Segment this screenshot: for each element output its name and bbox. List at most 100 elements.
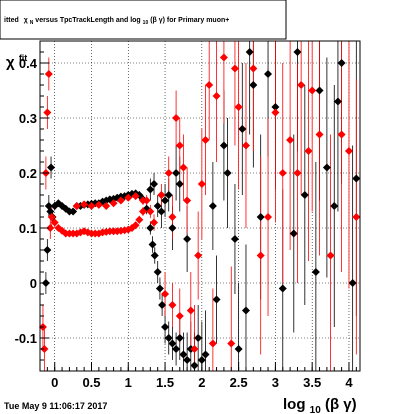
marker-s0-80 bbox=[219, 141, 228, 150]
marker-s0-35 bbox=[153, 268, 162, 276]
marker-s0-76 bbox=[330, 202, 339, 210]
marker-s0-32 bbox=[146, 224, 155, 232]
marker-s1-60 bbox=[227, 339, 236, 348]
marker-s1-69 bbox=[297, 81, 306, 89]
x-tick-label-8: 4 bbox=[345, 375, 353, 390]
marker-s1-48 bbox=[172, 114, 181, 122]
marker-s1-59 bbox=[219, 53, 228, 62]
marker-s1-6 bbox=[47, 213, 56, 221]
x-tick-label-5: 2.5 bbox=[230, 375, 248, 390]
marker-s0-72 bbox=[300, 191, 309, 199]
marker-s0-55 bbox=[164, 191, 173, 199]
x-axis-title-sub: 10 bbox=[310, 405, 322, 414]
y-tick-label-2: 0.1 bbox=[19, 221, 37, 236]
marker-s1-37 bbox=[87, 202, 96, 210]
x-tick-labels: 0 0.5 1 1.5 2 2.5 3 3.5 4 bbox=[51, 375, 353, 390]
marker-s1-45 bbox=[157, 191, 166, 199]
marker-s0-79 bbox=[352, 174, 361, 183]
y-tick-label-4: 0.3 bbox=[19, 111, 37, 126]
marker-s0-61 bbox=[223, 169, 232, 177]
y-axis-title: χ fit bbox=[6, 53, 27, 71]
title-tail: (β γ) for Primary muon+ bbox=[150, 17, 229, 24]
marker-s1-5 bbox=[46, 224, 55, 232]
y-axis-title-main: χ bbox=[6, 54, 15, 71]
y-tick-label-0: -0.1 bbox=[15, 331, 37, 346]
marker-s0-54 bbox=[161, 196, 170, 205]
marker-s1-72 bbox=[326, 251, 335, 260]
y-tick-label-3: 0.2 bbox=[19, 166, 37, 181]
marker-s0-59 bbox=[183, 235, 192, 243]
marker-s0-81 bbox=[208, 202, 217, 210]
x-tick-label-7: 3.5 bbox=[303, 375, 321, 390]
marker-s1-34 bbox=[150, 218, 159, 227]
marker-s0-44 bbox=[183, 356, 192, 364]
marker-s1-49 bbox=[175, 141, 184, 150]
marker-s1-79 bbox=[230, 64, 239, 73]
marker-s1-61 bbox=[234, 103, 243, 111]
marker-s1-55 bbox=[197, 180, 206, 188]
marker-s1-65 bbox=[264, 213, 273, 221]
marker-s1-31 bbox=[138, 207, 147, 216]
x-tick-label-6: 3 bbox=[272, 375, 279, 390]
marker-s1-4 bbox=[44, 70, 53, 78]
marker-s0-33 bbox=[148, 240, 157, 249]
marker-s1-52 bbox=[186, 306, 195, 315]
x-tick-label-3: 1.5 bbox=[156, 375, 174, 390]
marker-s0-63 bbox=[234, 345, 243, 353]
y-tick-label-5: 0.4 bbox=[19, 56, 38, 71]
marker-s0-38 bbox=[161, 323, 170, 331]
x-axis-title: log 10 (β γ) bbox=[283, 396, 357, 414]
marker-s0-67 bbox=[256, 213, 265, 221]
x-tick-label-2: 1 bbox=[125, 375, 132, 390]
chart-title: itted χ N versus TpcTrackLength and log … bbox=[4, 17, 229, 26]
marker-s1-54 bbox=[194, 251, 203, 260]
x-tick-label-0: 0 bbox=[51, 375, 58, 390]
marker-s0-69 bbox=[271, 103, 280, 111]
data-markers bbox=[38, 48, 361, 370]
marker-s0-84 bbox=[333, 97, 342, 106]
marker-s1-41 bbox=[116, 196, 125, 205]
x-axis-title-tail: (β γ) bbox=[325, 396, 357, 413]
marker-s1-77 bbox=[175, 312, 184, 320]
marker-s0-66 bbox=[249, 81, 258, 89]
marker-s1-80 bbox=[293, 169, 302, 177]
title-chi: χ bbox=[24, 17, 28, 24]
marker-s0-49 bbox=[201, 350, 210, 359]
marker-s1-46 bbox=[164, 169, 173, 177]
marker-s0-56 bbox=[168, 224, 177, 232]
marker-s0-50 bbox=[146, 185, 155, 194]
marker-s1-7 bbox=[50, 218, 59, 227]
marker-s1-36 bbox=[80, 200, 89, 209]
marker-s1-76 bbox=[168, 301, 177, 309]
x-axis-title-main: log bbox=[283, 396, 306, 413]
title-box bbox=[0, 0, 287, 40]
marker-s0-83 bbox=[293, 48, 302, 56]
marker-s0-75 bbox=[322, 163, 331, 172]
marker-s1-74 bbox=[344, 147, 353, 155]
marker-s0-1 bbox=[43, 246, 52, 254]
marker-s0-39 bbox=[164, 334, 173, 342]
marker-s0-48 bbox=[197, 356, 206, 364]
marker-s1-67 bbox=[278, 169, 287, 177]
y-axis-title-sub: fit bbox=[19, 53, 28, 63]
marker-s1-29 bbox=[131, 221, 140, 230]
x-tick-label-4: 2 bbox=[198, 375, 205, 390]
marker-s0-57 bbox=[172, 169, 181, 177]
marker-s0-65 bbox=[241, 306, 250, 315]
marker-s0-78 bbox=[348, 279, 357, 287]
marker-s1-33 bbox=[146, 207, 155, 216]
marker-s1-62 bbox=[241, 141, 250, 150]
marker-s1-38 bbox=[94, 200, 103, 209]
marker-s0-46 bbox=[190, 361, 199, 370]
marker-s1-81 bbox=[304, 147, 313, 155]
marker-s1-35 bbox=[72, 202, 81, 210]
timestamp: Tue May 9 11:06:17 2017 bbox=[4, 401, 107, 411]
y-tick-label-1: 0 bbox=[30, 276, 37, 291]
marker-s0-53 bbox=[157, 207, 166, 216]
marker-s1-47 bbox=[168, 213, 177, 221]
marker-s1-40 bbox=[109, 199, 118, 208]
marker-s0-51 bbox=[150, 180, 159, 188]
marker-s1-3 bbox=[43, 108, 52, 117]
marker-s0-40 bbox=[168, 339, 177, 348]
y-tick-labels: -0.1 0 0.1 0.2 0.3 0.4 bbox=[15, 56, 38, 346]
